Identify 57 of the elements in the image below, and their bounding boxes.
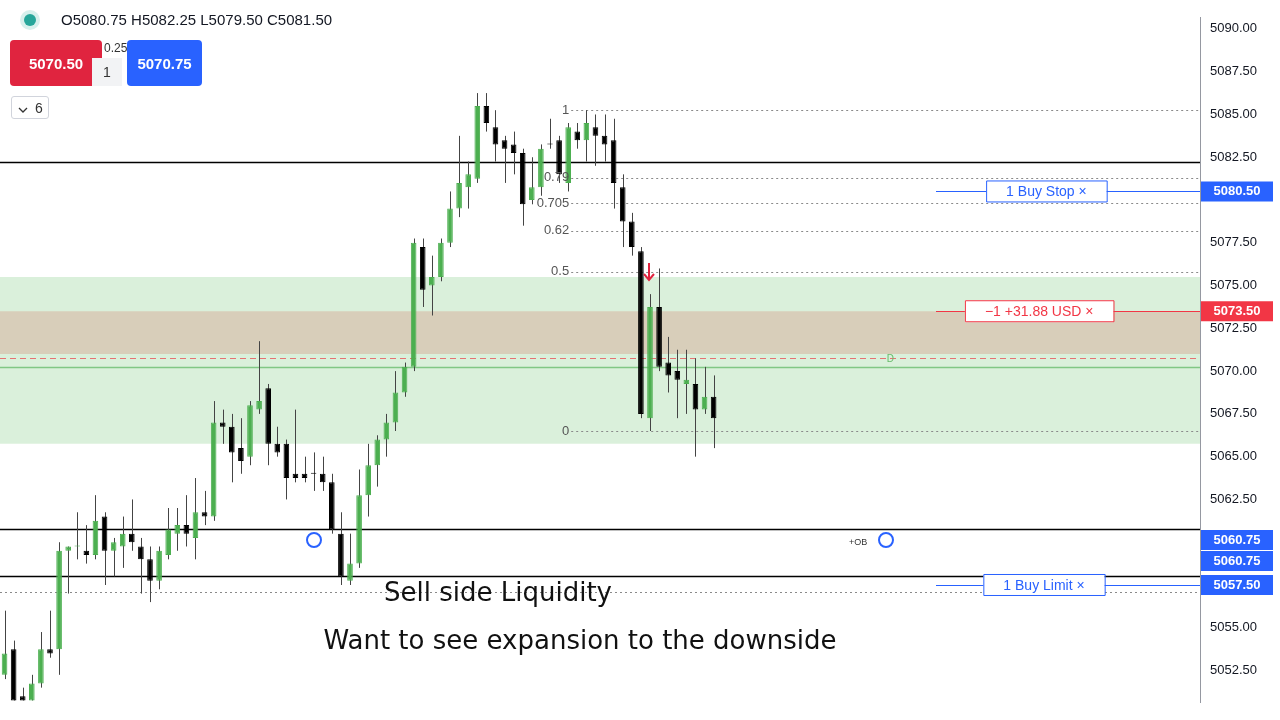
ref-line-label: 5073.50	[1213, 302, 1261, 318]
annotation: 1 Buy Stop ×	[1006, 183, 1087, 200]
candlestick	[219, 409, 226, 445]
candlestick	[456, 135, 462, 218]
candlestick	[665, 336, 671, 394]
y-tick-label: 5077.50	[1210, 234, 1257, 250]
y-tick-label: 5090.00	[1210, 20, 1257, 36]
y-tick-label: 5085.00	[1210, 106, 1257, 122]
y-tick-label: 5072.50	[1210, 319, 1257, 335]
annotation: 6	[35, 100, 43, 116]
candlestick	[574, 122, 581, 150]
y-tick-label: 5067.50	[1210, 405, 1257, 421]
candlestick	[529, 156, 535, 205]
annotation: 0	[561, 422, 570, 438]
candlestick	[174, 507, 181, 552]
y-tick-label: 5055.00	[1210, 619, 1257, 635]
candlestick	[374, 434, 381, 488]
candlestick	[119, 516, 126, 569]
ref-line-label: 5080.50	[1213, 183, 1261, 199]
candlestick	[229, 413, 235, 483]
annotation: 1 Buy Limit ×	[1003, 576, 1085, 593]
annotation: 0.705	[536, 195, 570, 211]
y-tick-label: 5062.50	[1210, 491, 1257, 507]
candlestick	[274, 426, 281, 458]
candlestick	[629, 212, 635, 257]
candlestick	[674, 349, 681, 419]
y-tick-label: 5082.50	[1210, 148, 1257, 164]
annotation: 1	[102, 64, 112, 80]
annotation: O5080.75 H5082.25 L5079.50 C5081.50	[61, 11, 333, 28]
candlestick	[165, 507, 171, 560]
candlestick	[256, 340, 262, 415]
candlestick	[465, 161, 471, 210]
annotation: Want to see expansion to the downside	[322, 625, 838, 655]
candlestick	[319, 456, 326, 492]
annotation: Sell side Liquidity	[384, 577, 612, 608]
annotation: −1 +31.88 USD ×	[984, 303, 1094, 320]
y-tick-label: 5065.00	[1210, 448, 1257, 464]
y-tick-label: 5075.00	[1210, 277, 1257, 293]
annotation: 1	[561, 101, 570, 117]
candlestick	[238, 417, 244, 475]
candlestick	[47, 610, 53, 659]
annotation: +OB	[848, 536, 868, 547]
candlestick	[429, 255, 435, 317]
candlestick	[201, 490, 208, 526]
candlestick	[65, 546, 71, 595]
annotation: 5070.75	[136, 55, 193, 72]
y-tick-label: 5087.50	[1210, 63, 1257, 79]
y-tick-label: 5070.00	[1210, 362, 1257, 378]
annotation: 5070.50	[27, 55, 85, 72]
annotation: 0.5	[551, 263, 570, 279]
y-tick-label: 5052.50	[1210, 662, 1257, 678]
annotation: 0.25	[104, 41, 128, 55]
ref-line-label: 5057.50	[1213, 576, 1261, 592]
annotation: 0.62	[543, 222, 570, 238]
candlestick	[347, 533, 353, 586]
annotation: D	[886, 352, 895, 364]
candlestick	[29, 674, 35, 701]
